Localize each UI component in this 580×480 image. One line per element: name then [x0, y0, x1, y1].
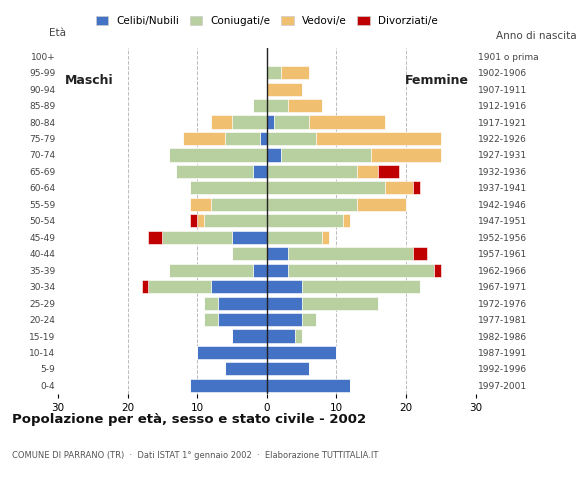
Bar	[176, 165, 253, 178]
Text: Maschi: Maschi	[65, 74, 114, 87]
Bar	[225, 132, 260, 145]
Bar	[225, 362, 267, 375]
Bar	[267, 231, 322, 244]
Bar	[267, 214, 343, 228]
Bar	[204, 214, 267, 228]
Legend: Celibi/Nubili, Coniugati/e, Vedovi/e, Divorziati/e: Celibi/Nubili, Coniugati/e, Vedovi/e, Di…	[92, 12, 442, 30]
Bar	[253, 99, 267, 112]
Bar	[322, 231, 329, 244]
Bar	[267, 198, 357, 211]
Bar	[267, 165, 357, 178]
Bar	[274, 116, 309, 129]
Bar	[204, 313, 218, 326]
Bar	[204, 297, 218, 310]
Bar	[267, 181, 385, 194]
Bar	[413, 247, 427, 260]
Bar	[267, 83, 302, 96]
Bar	[267, 264, 288, 277]
Bar	[267, 346, 336, 359]
Bar	[371, 148, 441, 162]
Text: Femmine: Femmine	[405, 74, 469, 87]
Bar	[267, 379, 350, 392]
Bar	[267, 66, 281, 79]
Bar	[148, 280, 211, 293]
Bar	[267, 247, 288, 260]
Bar	[288, 247, 413, 260]
Text: Popolazione per età, sesso e stato civile - 2002: Popolazione per età, sesso e stato civil…	[12, 413, 366, 426]
Bar	[378, 165, 399, 178]
Bar	[190, 379, 267, 392]
Bar	[267, 148, 281, 162]
Text: Anno di nascita: Anno di nascita	[496, 31, 577, 41]
Bar	[232, 231, 267, 244]
Bar	[232, 116, 267, 129]
Bar	[211, 280, 267, 293]
Bar	[295, 329, 302, 343]
Bar	[260, 132, 267, 145]
Bar	[253, 264, 267, 277]
Bar	[169, 148, 267, 162]
Bar	[281, 66, 309, 79]
Bar	[267, 132, 316, 145]
Bar	[148, 231, 162, 244]
Bar	[169, 264, 253, 277]
Bar	[281, 148, 371, 162]
Bar	[267, 280, 302, 293]
Bar	[288, 99, 322, 112]
Bar	[357, 198, 406, 211]
Bar	[288, 264, 434, 277]
Bar	[267, 116, 274, 129]
Bar	[190, 198, 211, 211]
Bar	[232, 247, 267, 260]
Bar	[142, 280, 148, 293]
Bar	[267, 329, 295, 343]
Bar	[218, 297, 267, 310]
Bar	[413, 181, 420, 194]
Bar	[253, 165, 267, 178]
Bar	[211, 198, 267, 211]
Bar	[211, 116, 232, 129]
Bar	[267, 362, 309, 375]
Bar	[190, 214, 197, 228]
Bar	[434, 264, 441, 277]
Bar	[302, 297, 378, 310]
Bar	[197, 346, 267, 359]
Bar	[232, 329, 267, 343]
Bar	[385, 181, 413, 194]
Bar	[183, 132, 225, 145]
Bar	[197, 214, 204, 228]
Bar	[267, 297, 302, 310]
Text: COMUNE DI PARRANO (TR)  ·  Dati ISTAT 1° gennaio 2002  ·  Elaborazione TUTTITALI: COMUNE DI PARRANO (TR) · Dati ISTAT 1° g…	[12, 451, 378, 460]
Bar	[267, 313, 302, 326]
Bar	[190, 181, 267, 194]
Bar	[302, 313, 316, 326]
Bar	[302, 280, 420, 293]
Bar	[343, 214, 350, 228]
Bar	[316, 132, 441, 145]
Bar	[162, 231, 232, 244]
Text: Età: Età	[49, 28, 67, 38]
Bar	[267, 99, 288, 112]
Bar	[218, 313, 267, 326]
Bar	[309, 116, 385, 129]
Bar	[357, 165, 378, 178]
